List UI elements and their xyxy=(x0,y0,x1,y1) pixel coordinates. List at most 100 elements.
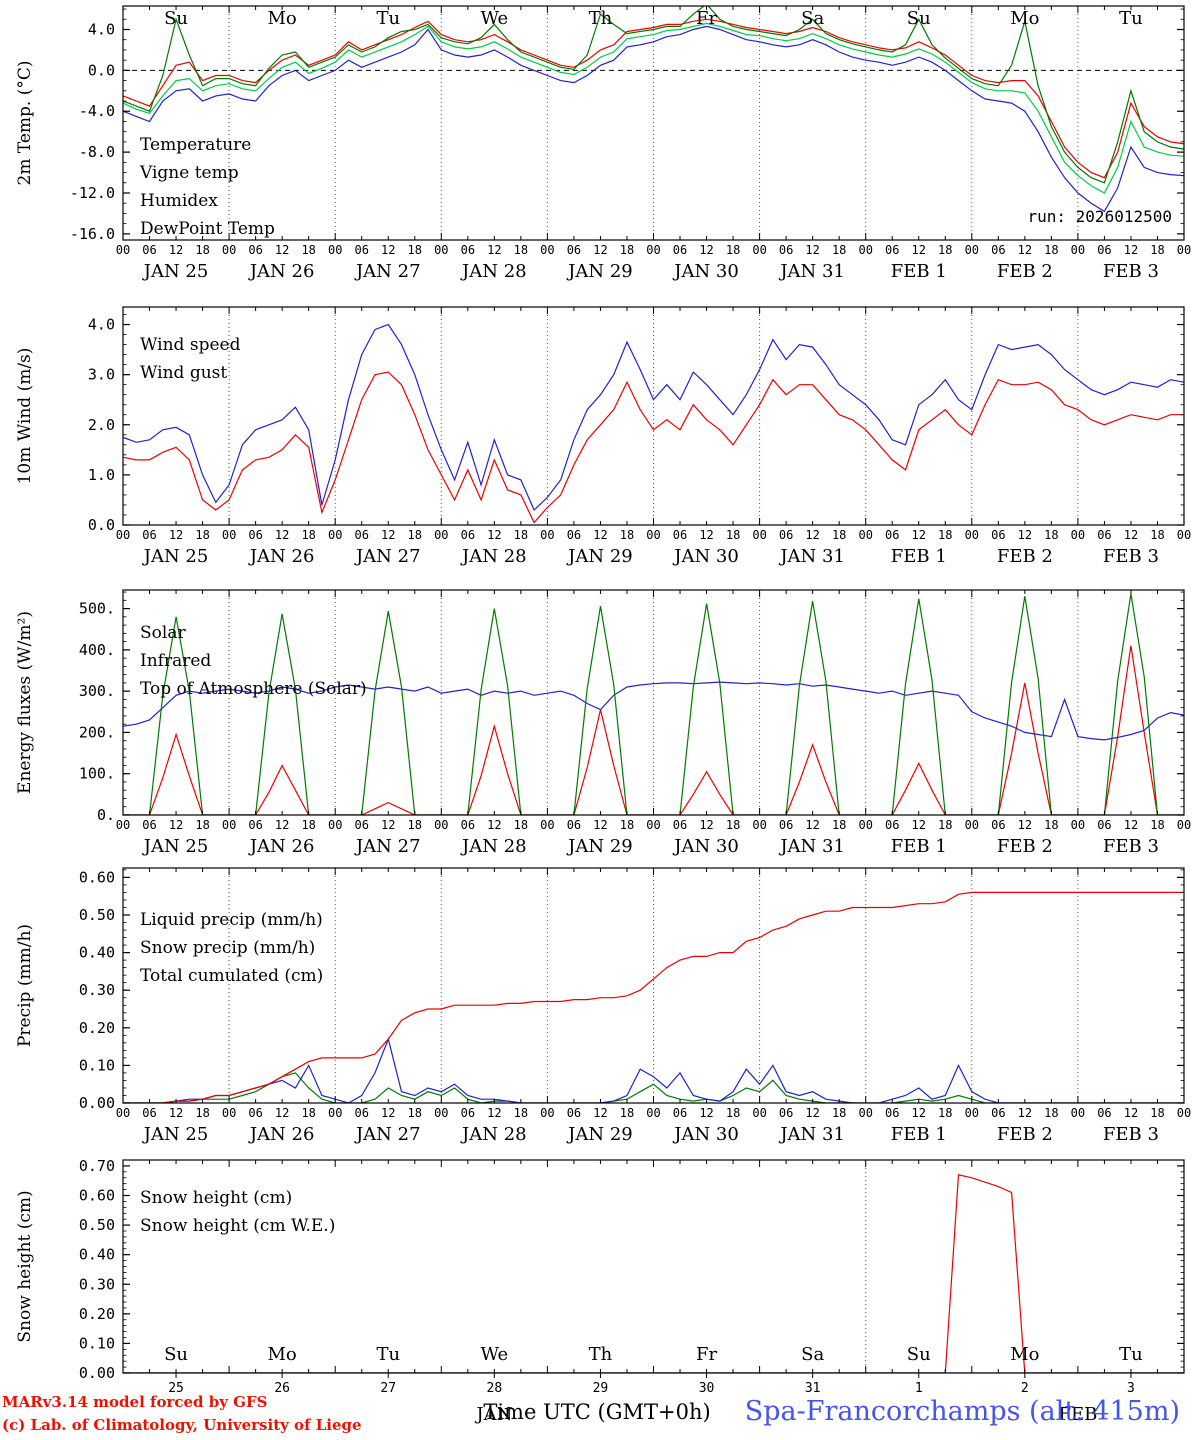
hour-tick-label: 12 xyxy=(593,528,607,542)
day-label: JAN 31 xyxy=(778,836,845,857)
day-number-label: 26 xyxy=(274,1381,290,1396)
hour-tick-label: 18 xyxy=(408,528,422,542)
hour-tick-label: 12 xyxy=(912,818,926,832)
day-label: FEB 2 xyxy=(997,261,1053,282)
legend-snow-0: Snow height (cm) xyxy=(140,1188,292,1208)
day-label: FEB 2 xyxy=(997,1124,1053,1145)
hour-tick-label: 06 xyxy=(567,243,581,257)
hour-tick-label: 18 xyxy=(726,243,740,257)
day-label: FEB 3 xyxy=(1103,261,1159,282)
hour-tick-label: 00 xyxy=(1177,1106,1191,1120)
y-tick-label: 0.40 xyxy=(79,1246,115,1264)
hour-tick-label: 18 xyxy=(1044,818,1058,832)
weekday-label: Th xyxy=(589,8,613,29)
hour-tick-label: 18 xyxy=(195,528,209,542)
hour-tick-label: 18 xyxy=(832,528,846,542)
hour-tick-label: 12 xyxy=(1018,528,1032,542)
series-total-cumulated-line xyxy=(123,891,1184,1103)
hour-tick-label: 18 xyxy=(832,243,846,257)
hour-tick-label: 00 xyxy=(858,243,872,257)
hour-tick-label: 12 xyxy=(1124,528,1138,542)
hour-tick-label: 06 xyxy=(673,818,687,832)
legend-wind-1: Wind gust xyxy=(140,363,227,383)
legend-wind-0: Wind speed xyxy=(140,335,241,355)
hour-tick-label: 18 xyxy=(620,528,634,542)
hour-tick-label: 12 xyxy=(169,243,183,257)
hour-tick-label: 06 xyxy=(991,243,1005,257)
hour-tick-label: 18 xyxy=(726,528,740,542)
legend-precip-1: Snow precip (mm/h) xyxy=(140,938,315,958)
day-label: JAN 31 xyxy=(778,261,845,282)
hour-tick-label: 18 xyxy=(1150,243,1164,257)
hour-tick-label: 12 xyxy=(487,818,501,832)
hour-tick-label: 18 xyxy=(514,1106,528,1120)
y-tick-label: -4.0 xyxy=(79,102,115,120)
hour-tick-label: 12 xyxy=(275,528,289,542)
credit-line-1: MARv3.14 model forced by GFS xyxy=(2,1393,268,1411)
y-tick-label: 0.20 xyxy=(79,1305,115,1323)
weekday-label: Fr xyxy=(696,8,717,29)
day-label: JAN 27 xyxy=(354,261,421,282)
hour-tick-label: 18 xyxy=(408,1106,422,1120)
day-label: JAN 26 xyxy=(248,546,315,567)
hour-tick-label: 12 xyxy=(593,818,607,832)
weekday-label: We xyxy=(481,8,509,29)
hour-tick-label: 00 xyxy=(965,818,979,832)
hour-tick-label: 00 xyxy=(752,818,766,832)
hour-tick-label: 06 xyxy=(248,243,262,257)
hour-tick-label: 12 xyxy=(805,528,819,542)
day-label: JAN 27 xyxy=(354,836,421,857)
hour-tick-label: 18 xyxy=(408,818,422,832)
day-label: JAN 26 xyxy=(248,1124,315,1145)
hour-tick-label: 06 xyxy=(779,528,793,542)
hour-tick-label: 00 xyxy=(222,818,236,832)
hour-tick-label: 12 xyxy=(381,818,395,832)
station-title: Spa-Francorchamps (alt. 415m) xyxy=(744,1396,1180,1427)
hour-tick-label: 12 xyxy=(912,243,926,257)
series-humidex-line xyxy=(123,25,1184,213)
hour-tick-label: 18 xyxy=(195,243,209,257)
hour-tick-label: 18 xyxy=(195,1106,209,1120)
day-label: JAN 30 xyxy=(672,261,739,282)
weekday-label: Su xyxy=(907,8,931,29)
hour-tick-label: 00 xyxy=(434,1106,448,1120)
hour-tick-label: 00 xyxy=(434,818,448,832)
weekday-label: Sa xyxy=(801,8,824,29)
y-tick-label: 300. xyxy=(79,682,115,700)
y-tick-label: 0.40 xyxy=(79,944,115,962)
hour-tick-label: 06 xyxy=(991,1106,1005,1120)
hour-tick-label: 06 xyxy=(673,243,687,257)
hour-tick-label: 00 xyxy=(965,243,979,257)
hour-tick-label: 00 xyxy=(1071,243,1085,257)
hour-tick-label: 12 xyxy=(805,818,819,832)
day-label: JAN 30 xyxy=(672,1124,739,1145)
hour-tick-label: 12 xyxy=(593,243,607,257)
y-tick-label: 0.20 xyxy=(79,1019,115,1037)
hour-tick-label: 06 xyxy=(142,818,156,832)
hour-tick-label: 12 xyxy=(487,1106,501,1120)
hour-tick-label: 18 xyxy=(938,528,952,542)
series-solar-line xyxy=(123,645,1184,815)
y-tick-label: 0.60 xyxy=(79,1187,115,1205)
hour-tick-label: 18 xyxy=(301,818,315,832)
hour-tick-label: 18 xyxy=(620,818,634,832)
hour-tick-label: 06 xyxy=(567,818,581,832)
hour-tick-label: 00 xyxy=(540,528,554,542)
hour-tick-label: 00 xyxy=(1177,243,1191,257)
hour-tick-label: 00 xyxy=(646,528,660,542)
hour-tick-label: 18 xyxy=(301,528,315,542)
hour-tick-label: 00 xyxy=(646,818,660,832)
hour-tick-label: 06 xyxy=(885,1106,899,1120)
hour-tick-label: 18 xyxy=(938,818,952,832)
series-snow-height-line xyxy=(123,1174,1184,1373)
y-tick-label: 400. xyxy=(79,641,115,659)
day-label: JAN 30 xyxy=(672,546,739,567)
y-tick-label: 0.00 xyxy=(79,1094,115,1112)
hour-tick-label: 06 xyxy=(1097,818,1111,832)
day-label: JAN 27 xyxy=(354,1124,421,1145)
hour-tick-label: 06 xyxy=(567,528,581,542)
hour-tick-label: 18 xyxy=(726,818,740,832)
hour-tick-label: 06 xyxy=(779,243,793,257)
day-label: JAN 26 xyxy=(248,261,315,282)
hour-tick-label: 00 xyxy=(116,243,130,257)
